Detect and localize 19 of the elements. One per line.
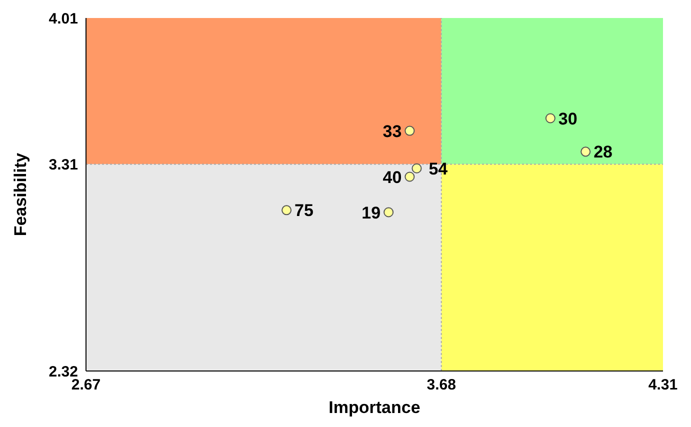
annotation: 40	[382, 168, 402, 187]
point	[404, 126, 415, 136]
y-tick-label: 3.31	[48, 156, 78, 174]
x-tick-label: 3.68	[426, 376, 456, 394]
point	[545, 113, 556, 124]
annotation: 30	[558, 109, 578, 128]
point	[282, 205, 292, 216]
point	[580, 146, 591, 157]
annotation: 33	[382, 122, 402, 141]
point	[384, 207, 394, 218]
annotation: 28	[594, 142, 613, 162]
y-axis-title: Feasibility	[11, 152, 30, 236]
y-tick-label: 4.01	[48, 10, 78, 28]
point	[412, 163, 422, 174]
x-axis-title: Importance	[328, 398, 420, 417]
annotation: 75	[294, 201, 314, 220]
x-tick-label: 4.31	[648, 376, 678, 394]
annotation: 19	[362, 203, 381, 222]
point	[404, 172, 415, 182]
